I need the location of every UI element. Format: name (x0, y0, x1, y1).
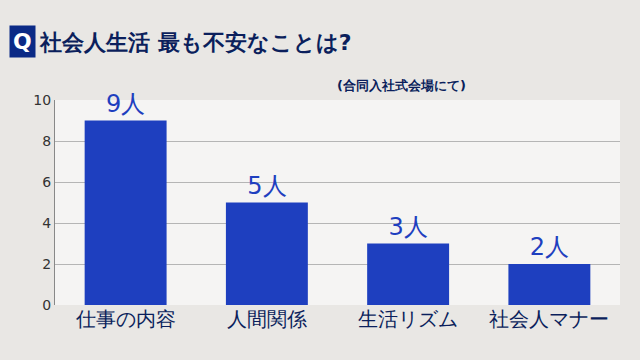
svg-text:5人: 5人 (247, 172, 286, 200)
svg-text:2: 2 (42, 256, 51, 272)
svg-text:9人: 9人 (106, 90, 145, 118)
svg-text:(合同入社式会場にて): (合同入社式会場にて) (337, 78, 466, 93)
svg-text:2人: 2人 (530, 233, 569, 261)
svg-text:人間関係: 人間関係 (227, 307, 307, 331)
svg-text:8: 8 (42, 133, 51, 149)
svg-text:社会人マナー: 社会人マナー (489, 307, 609, 331)
svg-text:生活リズム: 生活リズム (358, 307, 458, 331)
svg-text:仕事の内容: 仕事の内容 (75, 307, 176, 331)
svg-text:6: 6 (42, 174, 51, 190)
svg-text:10: 10 (33, 92, 51, 108)
svg-text:社会人生活 最も不安なことは?: 社会人生活 最も不安なことは? (39, 30, 351, 55)
svg-text:3人: 3人 (388, 213, 427, 241)
svg-text:4: 4 (42, 215, 51, 231)
svg-text:Q: Q (13, 29, 32, 54)
svg-text:0: 0 (42, 297, 51, 313)
